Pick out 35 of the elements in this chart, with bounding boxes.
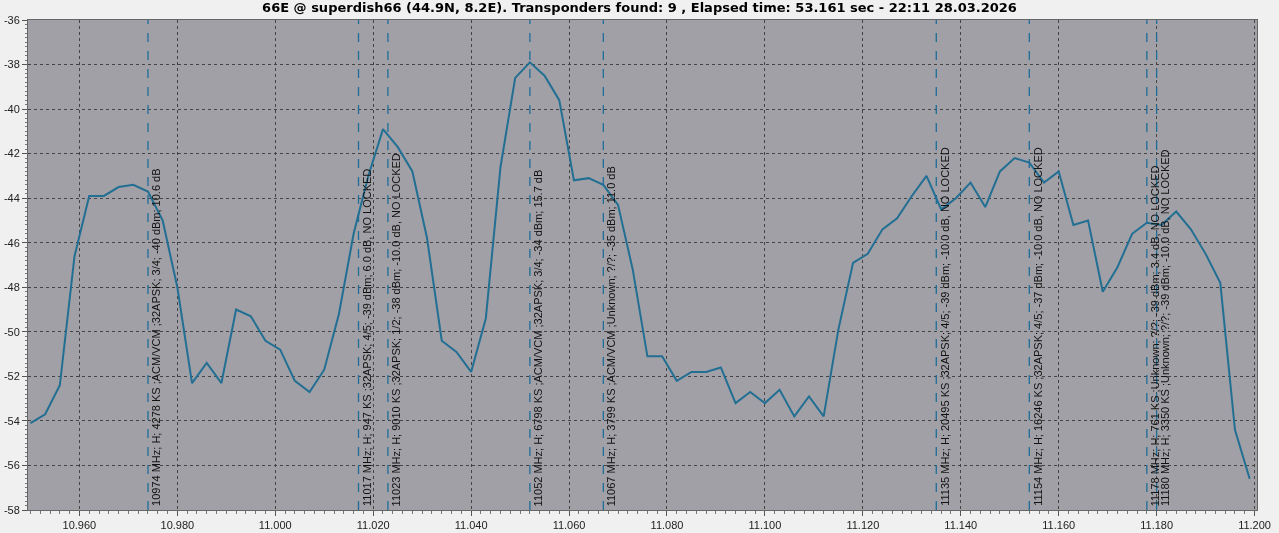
ref-line-label: 11052 MHz; H; 6798 KS ;ACM/VCM ;32APSK; 3/4; -34 dBm; 15.7 dB [532, 169, 545, 507]
x-tick-label: 11.080 [650, 519, 684, 532]
x-tick-label: 11.180 [1140, 519, 1174, 532]
ref-line-label: 11135 MHz; H; 20495 KS ;32APSK; 4/5; -39 dBm; -10.0 dB, NO LOCKED [938, 147, 951, 506]
x-tick-label: 11.100 [748, 519, 782, 532]
chart-title: 66E @ superdish66 (44.9N, 8.2E). Transponders found: 9 , Elapsed time: 53.161 sec - 22:11 28.03.2026 [262, 0, 1017, 15]
y-tick-label: -56 [3, 459, 20, 472]
ref-line-label: 11017 MHz; H; 947 KS ;32APSK; 4/5; -39 dBm; 6.0 dB, NO LOCKED [361, 168, 374, 507]
y-tick-label: -50 [3, 325, 20, 338]
x-tick-label: 11.140 [944, 519, 978, 532]
y-tick-label: -48 [3, 281, 20, 294]
y-tick-label: -58 [3, 503, 20, 516]
x-tick-label: 11.040 [454, 519, 488, 532]
y-tick-label: -44 [3, 192, 20, 205]
x-tick-label: 11.200 [1238, 519, 1271, 532]
ref-line-label: 11180 MHz; H; 3350 KS ;Unknown; ?/?; -39 dBm; -10.0 dB, NO LOCKED [1159, 149, 1172, 507]
x-tick-label: 10.960 [62, 519, 97, 532]
y-tick-label: -42 [3, 147, 20, 160]
ref-line-label: 11023 MHz; H; 9010 KS ;32APSK; 1/2; -38 dBm; -10.0 dB, NO LOCKED [390, 153, 403, 507]
y-tick-label: -38 [3, 58, 20, 71]
y-tick-label: -40 [3, 102, 20, 115]
x-tick-label: 10.980 [160, 519, 195, 532]
x-tick-label: 11.160 [1042, 519, 1076, 532]
x-tick-label: 11.060 [552, 519, 586, 532]
ref-line-label: 11154 MHz; H; 16246 KS ;32APSK; 4/5; -37 dBm; -10.0 dB, NO LOCKED [1031, 147, 1044, 506]
y-tick-label: -36 [3, 13, 20, 26]
ref-line-label: 11178 MHz; H; 761 KS ;Unknown; ?/?; -39 dBm; 3.4 dB, NO LOCKED [1149, 165, 1162, 507]
x-tick-label: 11.120 [846, 519, 880, 532]
ref-line-label: 10974 MHz; H; 4278 KS ;ACM/VCM ;32APSK; 3/4; -40 dBm; 10.6 dB [149, 168, 162, 506]
x-tick-label: 11.000 [258, 519, 292, 532]
y-tick-label: -52 [3, 370, 20, 383]
y-tick-label: -46 [3, 236, 20, 249]
ref-line-label: 11067 MHz; H; 3799 KS ;ACM/VCM ;Unknown; ?/?; -35 dBm; 11.0 dB [605, 166, 618, 507]
y-tick-label: -54 [3, 414, 20, 427]
x-tick-label: 11.020 [356, 519, 390, 532]
